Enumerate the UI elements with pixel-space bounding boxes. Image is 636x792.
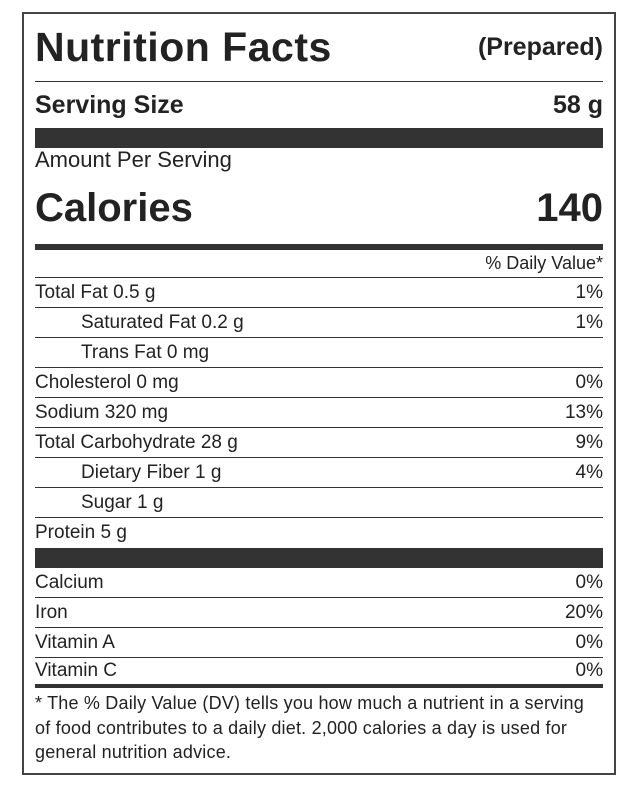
nutrient-dv: 13% <box>564 401 603 423</box>
nutrient-name: Trans Fat <box>81 341 162 363</box>
nutrient-list: Total Fat 0.5 g 1% Saturated Fat 0.2 g 1% Tr… <box>35 278 603 548</box>
nutrient-name: Cholesterol <box>35 371 132 393</box>
calories-row: Calories 140 <box>35 172 603 250</box>
nutrient-dv: 4% <box>575 461 603 483</box>
nutrient-row: Trans Fat 0 mg <box>35 338 603 368</box>
divider <box>35 128 603 148</box>
footnote: * The % Daily Value (DV) tells you how m… <box>35 693 584 762</box>
nutrient-text: Total Fat 0.5 g <box>35 282 155 304</box>
vitamin-row: Vitamin A 0% <box>35 628 603 658</box>
nutrient-dv: 0% <box>575 371 603 393</box>
nutrient-name: Total Carbohydrate <box>35 431 196 453</box>
vitamin-row: Calcium 0% <box>35 568 603 598</box>
vitamin-name: Vitamin A <box>35 631 115 653</box>
nutrient-text: Protein 5 g <box>35 522 127 544</box>
vitamin-dv: 20% <box>564 601 603 623</box>
nutrient-amount: 320 mg <box>104 401 169 423</box>
nutrient-text: Saturated Fat 0.2 g <box>35 312 244 334</box>
nutrient-row: Sodium 320 mg 13% <box>35 398 603 428</box>
divider <box>35 548 603 568</box>
nutrient-text: Sugar 1 g <box>35 492 163 514</box>
nutrient-amount: 0 mg <box>136 371 179 393</box>
serving-row: Serving Size 58 g <box>35 82 603 128</box>
nutrition-label: Nutrition Facts (Prepared) Serving Size … <box>22 12 616 775</box>
nutrient-name: Protein <box>35 522 96 543</box>
nutrient-text: Trans Fat 0 mg <box>35 342 209 364</box>
vitamin-dv: 0% <box>575 571 603 593</box>
nutrient-dv: 1% <box>575 311 603 333</box>
dv-header-text: % Daily Value* <box>485 253 603 273</box>
vitamin-list: Calcium 0% Iron 20% Vitamin A 0% Vitamin C 0% <box>35 568 603 688</box>
serving-label: Serving Size <box>35 90 184 119</box>
header: Nutrition Facts (Prepared) <box>35 14 603 82</box>
nutrient-text: Cholesterol 0 mg <box>35 372 179 394</box>
dv-header: % Daily Value* <box>35 250 603 278</box>
calories-value: 140 <box>536 185 603 230</box>
vitamin-name: Iron <box>35 601 68 623</box>
title: Nutrition Facts <box>35 24 332 70</box>
nutrient-row: Total Fat 0.5 g 1% <box>35 278 603 308</box>
nutrient-dv: 1% <box>575 281 603 303</box>
vitamin-row: Vitamin C 0% <box>35 658 603 688</box>
nutrient-amount: 5 g <box>100 522 127 543</box>
amount-label: Amount Per Serving <box>35 147 232 172</box>
nutrient-row: Cholesterol 0 mg 0% <box>35 368 603 398</box>
nutrient-name: Sodium <box>35 401 100 423</box>
nutrient-row: Total Carbohydrate 28 g 9% <box>35 428 603 458</box>
nutrient-row: Sugar 1 g <box>35 488 603 518</box>
nutrient-amount: 1 g <box>195 461 222 483</box>
nutrient-text: Total Carbohydrate 28 g <box>35 432 238 454</box>
nutrient-text: Sodium 320 mg <box>35 402 168 424</box>
vitamin-name: Calcium <box>35 571 104 593</box>
nutrient-amount: 0 mg <box>166 341 210 363</box>
vitamin-dv: 0% <box>575 660 603 681</box>
nutrient-name: Saturated Fat <box>81 311 197 333</box>
nutrient-amount: 0.5 g <box>113 281 156 303</box>
calories-label: Calories <box>35 185 193 230</box>
serving-value: 58 g <box>552 90 603 119</box>
vitamin-dv: 0% <box>575 631 603 653</box>
nutrient-text: Dietary Fiber 1 g <box>35 462 221 484</box>
nutrient-dv: 9% <box>575 431 603 453</box>
nutrient-amount: 0.2 g <box>201 311 244 333</box>
vitamin-name: Vitamin C <box>35 660 118 681</box>
vitamin-row: Iron 20% <box>35 598 603 628</box>
nutrient-row: Dietary Fiber 1 g 4% <box>35 458 603 488</box>
nutrient-row: Protein 5 g <box>35 518 603 548</box>
nutrient-name: Sugar <box>81 491 132 513</box>
nutrient-row: Saturated Fat 0.2 g 1% <box>35 308 603 338</box>
subtitle: (Prepared) <box>477 33 603 61</box>
nutrient-amount: 1 g <box>136 491 164 513</box>
nutrient-name: Dietary Fiber <box>81 461 190 483</box>
amount-row: Amount Per Serving <box>35 147 603 172</box>
nutrient-amount: 28 g <box>200 431 238 453</box>
nutrient-name: Total Fat <box>35 281 108 303</box>
